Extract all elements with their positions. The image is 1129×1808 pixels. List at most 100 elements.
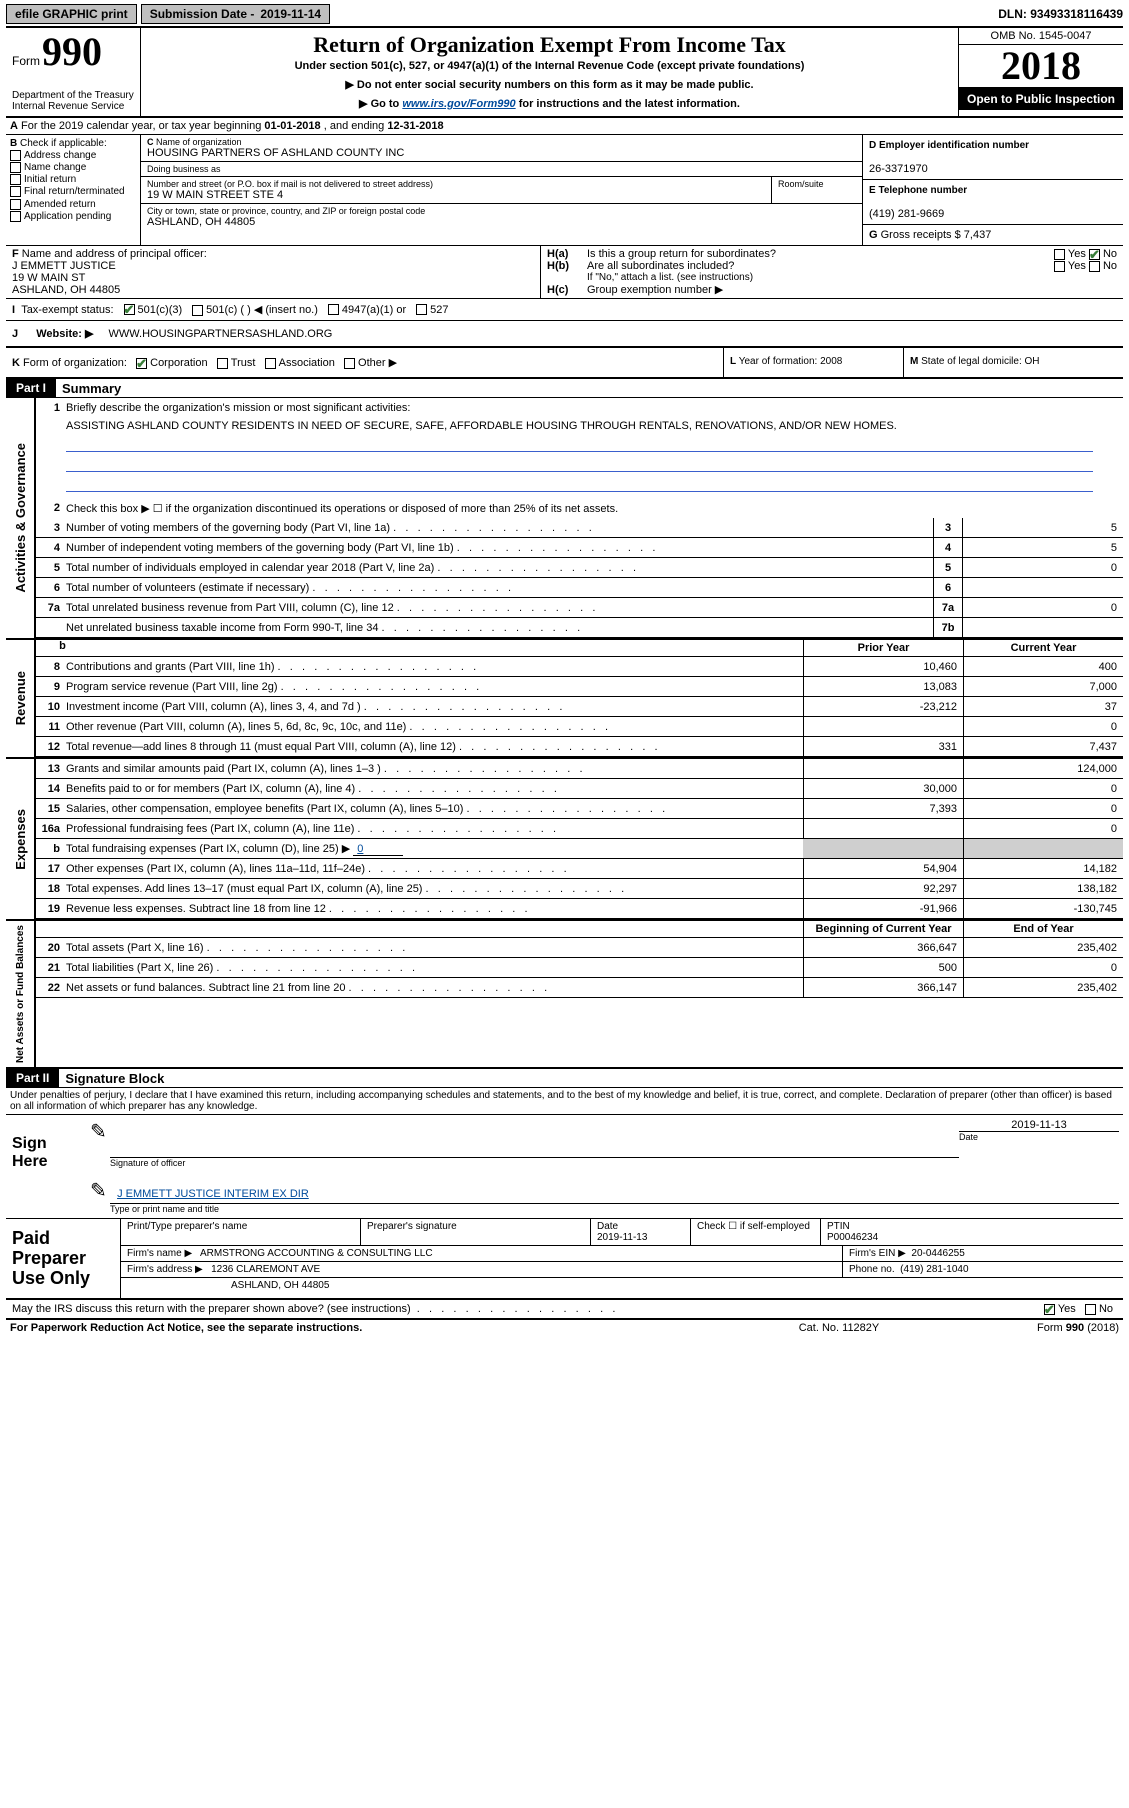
revenue-line-9: 9 Program service revenue (Part VIII, li… bbox=[36, 677, 1123, 697]
checkbox-association[interactable] bbox=[265, 358, 276, 369]
pycy-header-revenue: b Prior Year Current Year bbox=[36, 640, 1123, 657]
prior-year-value: 366,147 bbox=[803, 978, 963, 997]
checkbox-discuss-yes[interactable] bbox=[1044, 1304, 1055, 1315]
firm-phone-cell: Phone no. (419) 281-1040 bbox=[843, 1262, 1123, 1277]
revenue-line-11: 11 Other revenue (Part VIII, column (A),… bbox=[36, 717, 1123, 737]
row-f-h: F Name and address of principal officer:… bbox=[6, 246, 1123, 299]
checkbox-hb-no[interactable] bbox=[1089, 261, 1100, 272]
current-year-value: 7,437 bbox=[963, 737, 1123, 756]
checkbox-hb-yes[interactable] bbox=[1054, 261, 1065, 272]
line-a-tax-year: A For the 2019 calendar year, or tax yea… bbox=[6, 118, 1123, 135]
checkbox-ha-no[interactable] bbox=[1089, 249, 1100, 260]
year-of-formation: L Year of formation: 2008 bbox=[723, 348, 903, 377]
tax-exempt-status: I Tax-exempt status: 501(c)(3) 501(c) ( … bbox=[6, 299, 541, 320]
h-c-row: H(c) Group exemption number ▶ bbox=[547, 283, 1117, 296]
firm-addr-row-2: ASHLAND, OH 44805 bbox=[121, 1278, 1123, 1293]
ein-cell: D Employer identification number 26-3371… bbox=[863, 135, 1123, 180]
current-year-value: 0 bbox=[963, 779, 1123, 798]
opt-name-change: Name change bbox=[24, 162, 86, 173]
line-box: 5 bbox=[933, 558, 963, 577]
line-value: 5 bbox=[963, 518, 1123, 537]
checkbox-ha-yes[interactable] bbox=[1054, 249, 1065, 260]
opt-address-change: Address change bbox=[24, 150, 96, 161]
hb-no-label: No bbox=[1103, 260, 1117, 272]
gross-receipts-cell: G Gross receipts $ 7,437 bbox=[863, 225, 1123, 245]
expenses-line-15: 15 Salaries, other compensation, employe… bbox=[36, 799, 1123, 819]
state-domicile-label: State of legal domicile: bbox=[921, 356, 1022, 367]
line-box: 3 bbox=[933, 518, 963, 537]
line-16b-py-grey bbox=[803, 839, 963, 858]
checkbox-discuss-no[interactable] bbox=[1085, 1304, 1096, 1315]
h-c-text: Group exemption number ▶ bbox=[587, 283, 723, 296]
checkbox-final-return[interactable] bbox=[10, 186, 21, 197]
part-i-title: Summary bbox=[56, 381, 121, 396]
row-klm: K Form of organization: Corporation Trus… bbox=[6, 348, 1123, 379]
principal-officer-label: Name and address of principal officer: bbox=[22, 248, 207, 260]
checkbox-name-change[interactable] bbox=[10, 162, 21, 173]
firm-name-value: ARMSTRONG ACCOUNTING & CONSULTING LLC bbox=[200, 1248, 433, 1259]
opt-application-pending: Application pending bbox=[24, 211, 111, 222]
goto-prefix: ▶ Go to bbox=[359, 98, 402, 110]
line-value bbox=[963, 618, 1123, 637]
paid-preparer-row: Paid Preparer Use Only Print/Type prepar… bbox=[6, 1219, 1123, 1300]
discuss-text: May the IRS discuss this return with the… bbox=[6, 1301, 923, 1317]
room-suite-label: Room/suite bbox=[772, 177, 862, 204]
line-box: 7a bbox=[933, 598, 963, 617]
firm-addr1-value: 1236 CLAREMONT AVE bbox=[211, 1264, 320, 1275]
line-a-prefix: For the 2019 calendar year, or tax year … bbox=[21, 120, 264, 132]
line-text: Net unrelated business taxable income fr… bbox=[66, 620, 933, 636]
prior-year-value: 331 bbox=[803, 737, 963, 756]
checkbox-corporation[interactable] bbox=[136, 358, 147, 369]
sign-date-label: Date bbox=[959, 1131, 1119, 1142]
checkbox-527[interactable] bbox=[416, 304, 427, 315]
line-text: Program service revenue (Part VIII, line… bbox=[66, 679, 803, 695]
prior-year-value: 92,297 bbox=[803, 879, 963, 898]
efile-graphic-print-button[interactable]: efile GRAPHIC print bbox=[6, 4, 137, 24]
line-text: Number of voting members of the governin… bbox=[66, 520, 933, 536]
checkbox-application-pending[interactable] bbox=[10, 211, 21, 222]
org-name-label: Name of organization bbox=[156, 137, 242, 147]
line-16b-cy-grey bbox=[963, 839, 1123, 858]
checkbox-other[interactable] bbox=[344, 358, 355, 369]
h-a-row: H(a) Is this a group return for subordin… bbox=[547, 248, 1117, 260]
line-2-num: 2 bbox=[36, 502, 66, 514]
opt-corporation: Corporation bbox=[150, 357, 207, 369]
tax-year: 2018 bbox=[959, 45, 1123, 88]
checkbox-501c3[interactable] bbox=[124, 304, 135, 315]
checkbox-amended-return[interactable] bbox=[10, 199, 21, 210]
firm-name-row: Firm's name ▶ ARMSTRONG ACCOUNTING & CON… bbox=[121, 1246, 1123, 1262]
line-text: Other expenses (Part IX, column (A), lin… bbox=[66, 861, 803, 877]
current-year-value: 138,182 bbox=[963, 879, 1123, 898]
opt-other: Other ▶ bbox=[358, 357, 397, 369]
sign-here-label: Sign Here bbox=[6, 1115, 86, 1218]
prior-year-header: Prior Year bbox=[803, 640, 963, 656]
current-year-value: 124,000 bbox=[963, 759, 1123, 778]
expenses-body: 13 Grants and similar amounts paid (Part… bbox=[36, 759, 1123, 919]
expenses-line-19: 19 Revenue less expenses. Subtract line … bbox=[36, 899, 1123, 919]
prior-year-value: -91,966 bbox=[803, 899, 963, 918]
vlabel-net-assets-text: Net Assets or Fund Balances bbox=[13, 921, 28, 1067]
irs-form990-link[interactable]: www.irs.gov/Form990 bbox=[402, 98, 515, 110]
checkbox-initial-return[interactable] bbox=[10, 174, 21, 185]
form-title: Return of Organization Exempt From Incom… bbox=[149, 32, 950, 58]
expenses-rows: 13 Grants and similar amounts paid (Part… bbox=[36, 759, 1123, 839]
revenue-body: b Prior Year Current Year 8 Contribution… bbox=[36, 640, 1123, 757]
expenses-line-17: 17 Other expenses (Part IX, column (A), … bbox=[36, 859, 1123, 879]
dln-value: 93493318116439 bbox=[1030, 7, 1123, 21]
checkbox-501c[interactable] bbox=[192, 305, 203, 316]
opt-501c: 501(c) ( ) ◀ (insert no.) bbox=[206, 304, 318, 316]
line-num: 4 bbox=[36, 542, 66, 554]
street-cell: Number and street (or P.O. box if mail i… bbox=[141, 177, 771, 204]
checkbox-address-change[interactable] bbox=[10, 150, 21, 161]
line-text: Total revenue—add lines 8 through 11 (mu… bbox=[66, 739, 803, 755]
checkbox-trust[interactable] bbox=[217, 358, 228, 369]
discuss-no-label: No bbox=[1099, 1303, 1113, 1315]
preparer-sig-header: Preparer's signature bbox=[361, 1219, 591, 1245]
current-year-value: 0 bbox=[963, 958, 1123, 977]
checkbox-4947a1[interactable] bbox=[328, 304, 339, 315]
preparer-date-value: 2019-11-13 bbox=[597, 1232, 647, 1243]
open-to-public-badge: Open to Public Inspection bbox=[959, 88, 1123, 110]
firm-phone-value: (419) 281-1040 bbox=[900, 1264, 968, 1275]
tax-year-begin: 01-01-2018 bbox=[264, 120, 320, 132]
firm-addr1-cell: Firm's address ▶ 1236 CLAREMONT AVE bbox=[121, 1262, 843, 1277]
